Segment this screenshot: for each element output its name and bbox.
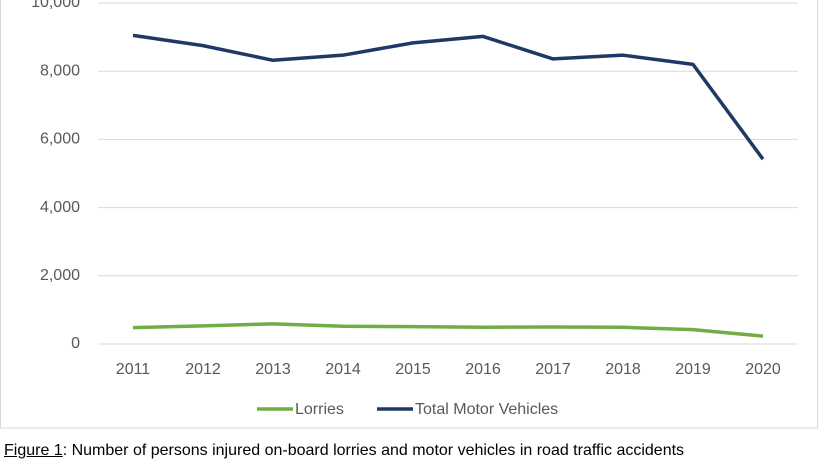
x-tick-label: 2015 bbox=[395, 361, 431, 378]
caption: Figure 1: Number of persons injured on-b… bbox=[4, 442, 684, 460]
y-tick-label: 0 bbox=[71, 335, 80, 352]
chart-border bbox=[0, 0, 818, 429]
chart: 0 2,000 4,000 6,000 8,000 10,000 2011 2012 2013 2… bbox=[0, 0, 818, 429]
y-tick-label: 10,000 bbox=[31, 0, 80, 11]
x-tick-label: 2020 bbox=[745, 361, 781, 378]
y-tick-label: 8,000 bbox=[40, 62, 80, 79]
x-tick-label: 2017 bbox=[535, 361, 571, 378]
y-tick-label: 4,000 bbox=[40, 199, 80, 216]
x-tick-label: 2016 bbox=[465, 361, 501, 378]
x-tick-label: 2012 bbox=[185, 361, 221, 378]
caption-text: : Number of persons injured on-board lor… bbox=[62, 442, 685, 459]
x-tick-label: 2014 bbox=[325, 361, 361, 378]
caption-label: Figure 1 bbox=[4, 442, 63, 459]
x-tick-label: 2011 bbox=[116, 361, 151, 378]
x-tick-label: 2013 bbox=[255, 361, 291, 378]
x-tick-label: 2018 bbox=[605, 361, 641, 378]
y-tick-label: 2,000 bbox=[40, 267, 80, 284]
series-line bbox=[132, 322, 764, 338]
legend-label: Lorries bbox=[295, 401, 344, 418]
legend-label: Total Motor Vehicles bbox=[415, 401, 558, 418]
y-tick-label: 6,000 bbox=[40, 131, 80, 148]
x-tick-label: 2019 bbox=[675, 361, 711, 378]
series-line bbox=[132, 33, 765, 161]
